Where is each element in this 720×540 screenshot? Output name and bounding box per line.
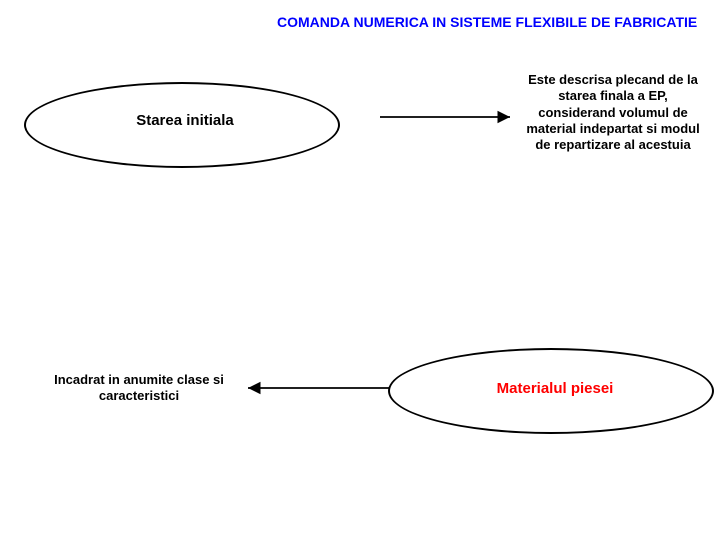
- label-incadrat: Incadrat in anumite clase si caracterist…: [49, 372, 229, 405]
- diagram-canvas: COMANDA NUMERICA IN SISTEME FLEXIBILE DE…: [0, 0, 720, 540]
- label-descriere: Este descrisa plecand de la starea final…: [520, 72, 706, 153]
- label-starea-initiala: Starea initiala: [115, 112, 255, 131]
- page-title: COMANDA NUMERICA IN SISTEME FLEXIBILE DE…: [277, 14, 697, 30]
- label-materialul-piesei: Materialul piesei: [480, 380, 630, 399]
